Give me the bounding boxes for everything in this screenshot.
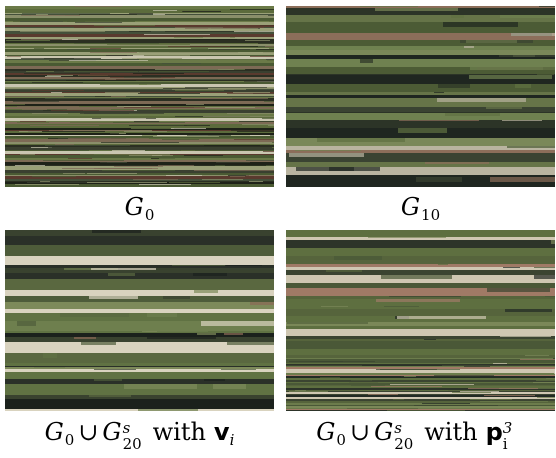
with-word: with xyxy=(424,418,478,446)
image-panel-g0-union-v xyxy=(5,230,274,411)
union-scripts: s 20 xyxy=(394,418,416,453)
vector-subscript: i xyxy=(502,435,508,453)
union-superscript: s xyxy=(394,419,402,437)
stripe-texture-g0 xyxy=(5,6,274,187)
with-word: with xyxy=(152,418,206,446)
union-scripts: s 20 xyxy=(123,418,145,453)
vector-superscript: 3 xyxy=(502,419,513,437)
union-superscript: s xyxy=(122,419,131,437)
caption-g0-symbol: G xyxy=(124,193,145,221)
vector-letter: p xyxy=(485,418,503,446)
stripe-texture-g0-union-p xyxy=(286,230,555,411)
caption-g10-subscript: 10 xyxy=(421,206,441,224)
vector-subscript: i xyxy=(229,431,235,449)
union-symbol: G xyxy=(374,418,395,446)
union-subscript: 20 xyxy=(122,435,142,453)
caption-g10: G10 xyxy=(286,193,555,229)
caption-g0: G0 xyxy=(5,193,274,229)
caption-subscript: 0 xyxy=(336,431,346,449)
caption-subscript: 0 xyxy=(64,431,75,449)
union-operator: ∪ xyxy=(78,418,99,446)
caption-g0-subscript: 0 xyxy=(144,206,155,224)
union-operator: ∪ xyxy=(349,418,371,446)
caption-symbol: G xyxy=(316,418,337,446)
union-symbol: G xyxy=(102,418,123,446)
image-panel-g10 xyxy=(286,6,555,187)
vector-letter: v xyxy=(213,418,230,446)
stripe-texture-g10 xyxy=(286,6,555,187)
union-subscript: 20 xyxy=(394,435,414,453)
caption-symbol: G xyxy=(44,418,65,446)
image-panel-g0-union-p xyxy=(286,230,555,411)
image-panel-g0 xyxy=(5,6,274,187)
caption-g10-symbol: G xyxy=(400,193,422,221)
stripe-texture-g0-union-v xyxy=(5,230,274,411)
